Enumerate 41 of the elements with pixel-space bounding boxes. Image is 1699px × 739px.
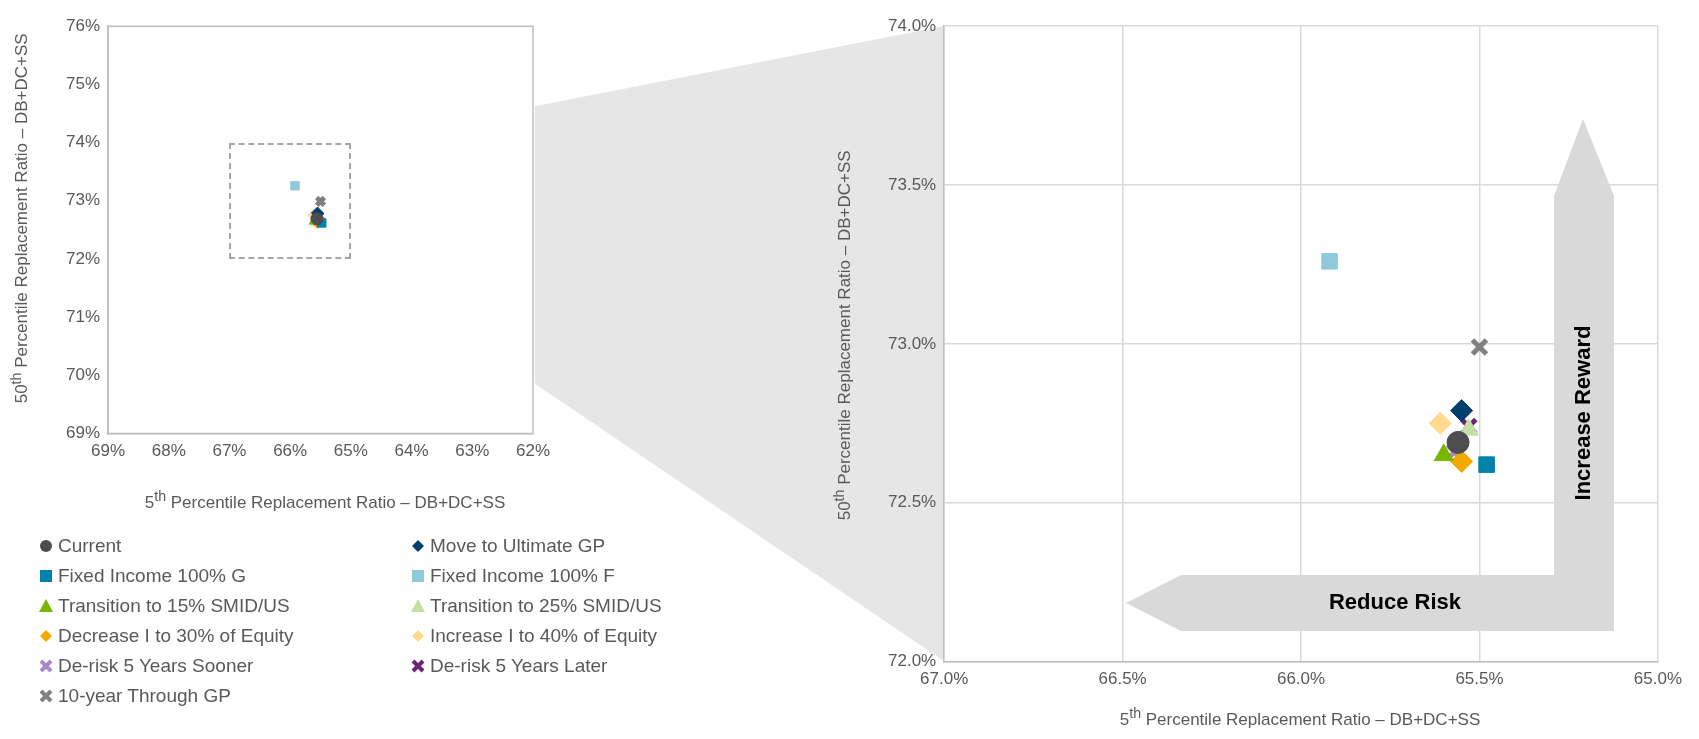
x-tick-label: 63% — [455, 441, 490, 461]
x-axis-title: 5$^{th}$ Percentile Replacement Ratio – DB+DC+SS — [1118, 705, 1482, 730]
y-tick-label: 73% — [65, 190, 101, 210]
y-tick-label: 76% — [65, 15, 101, 35]
x-axis-title: 5$^{th}$ Percentile Replacement Ratio – DB+DC+SS — [143, 488, 507, 513]
x-tick-label: 67.0% — [920, 669, 969, 689]
y-tick-label: 74.0% — [888, 15, 937, 35]
legend-label: Current — [58, 535, 122, 557]
x-tick-label: 62% — [515, 441, 550, 461]
x-tick-label: 64% — [394, 441, 429, 461]
annotation: Reduce Risk — [1327, 589, 1463, 615]
annotation: Increase Reward — [1570, 324, 1596, 503]
legend-label: Fixed Income 100% F — [430, 565, 615, 587]
x-tick-label: 65.0% — [1633, 669, 1682, 689]
y-tick-label: 75% — [65, 74, 101, 94]
x-tick-label: 66% — [273, 441, 308, 461]
legend-label: Fixed Income 100% G — [58, 565, 246, 587]
x-tick-label: 68% — [151, 441, 186, 461]
x-tick-label: 66.5% — [1098, 669, 1147, 689]
x-tick-label: 69% — [91, 441, 126, 461]
y-tick-label: 73.5% — [888, 174, 937, 194]
x-tick-label: 66.0% — [1276, 669, 1326, 689]
legend-label: 10-year Through GP — [58, 685, 231, 707]
y-tick-label: 72.5% — [888, 492, 937, 512]
y-tick-label: 74% — [65, 132, 101, 152]
y-tick-label: 70% — [65, 365, 101, 385]
x-tick-label: 65.5% — [1455, 669, 1504, 689]
legend-label: Increase I to 40% of Equity — [430, 625, 658, 647]
x-tick-label: 65% — [333, 441, 368, 461]
y-tick-label: 71% — [65, 306, 101, 326]
legend-label: Decrease I to 30% of Equity — [58, 625, 294, 647]
y-tick-label: 72.0% — [888, 651, 937, 671]
y-tick-label: 73.0% — [888, 333, 937, 353]
legend-label: De-risk 5 Years Later — [430, 655, 608, 677]
x-tick-label: 67% — [212, 441, 247, 461]
legend-label: Transition to 15% SMID/US — [58, 595, 290, 617]
legend-label: Move to Ultimate GP — [430, 535, 606, 557]
y-tick-label: 72% — [65, 248, 101, 268]
legend-label: De-risk 5 Years Sooner — [58, 655, 254, 677]
legend-label: Transition to 25% SMID/US — [430, 595, 662, 617]
y-tick-label: 69% — [65, 423, 101, 443]
